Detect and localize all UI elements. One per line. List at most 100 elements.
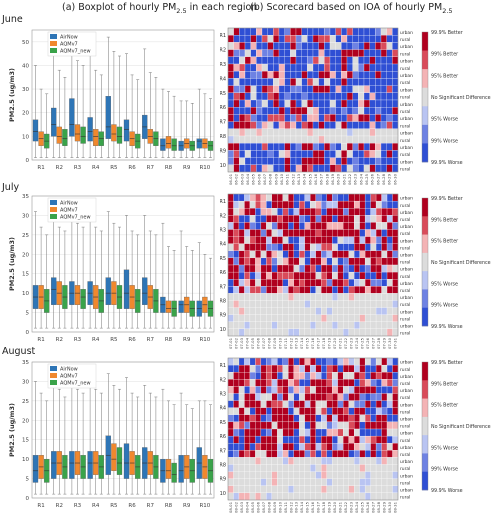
x-tick-label: R4 — [92, 337, 100, 343]
score-cell — [233, 164, 240, 173]
score-cell — [312, 42, 319, 50]
score-cell — [381, 193, 388, 202]
score-cell — [341, 150, 348, 158]
score-cell — [375, 400, 382, 408]
box-AirNow — [123, 443, 130, 479]
score-cell — [261, 114, 268, 122]
score-cell — [381, 372, 388, 380]
score-cell — [364, 215, 371, 223]
score-cell — [277, 372, 283, 380]
score-cell — [343, 457, 349, 465]
row-tag: rural — [400, 260, 410, 266]
row-tag: urban — [400, 309, 413, 315]
score-cell — [346, 99, 353, 108]
score-cell — [375, 143, 382, 151]
score-cell — [255, 222, 262, 230]
score-cell — [337, 393, 344, 401]
score-cell — [337, 364, 344, 373]
score-cell — [352, 35, 359, 43]
score-cell — [315, 407, 322, 415]
score-cell — [249, 471, 256, 479]
score-cell — [392, 435, 399, 444]
score-cell — [301, 56, 308, 65]
score-cell — [341, 78, 348, 86]
score-cell — [299, 222, 305, 230]
score-cell — [227, 49, 234, 57]
score-cell — [380, 27, 387, 36]
score-cell — [386, 164, 393, 173]
score-cell — [307, 78, 314, 86]
score-cell — [282, 393, 289, 401]
score-cell — [304, 421, 311, 430]
score-cell — [341, 128, 348, 137]
score-cell — [271, 379, 278, 387]
score-cell — [315, 357, 322, 366]
score-cell — [315, 307, 322, 315]
score-cell — [260, 492, 267, 501]
score-cell — [227, 63, 234, 72]
box-AQMv7_new — [116, 126, 123, 144]
score-cell — [354, 200, 360, 209]
score-cell — [261, 49, 268, 57]
score-cell — [332, 222, 338, 230]
score-cell — [375, 193, 382, 202]
score-cell — [255, 379, 262, 387]
score-cell — [307, 157, 314, 165]
box-AirNow — [87, 117, 93, 142]
score-cell — [233, 107, 240, 115]
score-cell — [364, 421, 371, 430]
score-cell — [375, 279, 382, 287]
score-cell — [284, 63, 291, 72]
x-tick-label: R6 — [128, 165, 136, 171]
score-cell — [392, 414, 399, 423]
score-cell — [255, 471, 262, 479]
score-cell — [380, 164, 387, 173]
score-cell — [227, 107, 234, 115]
score-cell — [348, 485, 355, 494]
score-cell — [352, 56, 359, 65]
score-cell — [266, 485, 272, 494]
score-cell — [288, 200, 294, 209]
score-cell — [238, 393, 245, 401]
score-cell — [299, 372, 305, 380]
score-cell — [260, 400, 267, 408]
date-tick-label: 08-18 — [321, 501, 326, 513]
score-cell — [315, 243, 322, 251]
colorbar-segment — [422, 143, 428, 163]
date-tick-label: 08-04 — [244, 501, 249, 513]
score-cell — [354, 328, 360, 337]
score-cell — [337, 208, 344, 216]
score-cell — [337, 450, 344, 458]
score-cell — [288, 450, 294, 458]
score-cell — [238, 200, 245, 209]
score-cell — [364, 428, 371, 437]
score-cell — [358, 63, 365, 72]
score-cell — [337, 407, 344, 415]
date-tick-label: 06-27 — [375, 173, 380, 185]
score-cell — [380, 143, 387, 151]
score-cell — [386, 200, 393, 209]
score-cell — [293, 400, 300, 408]
score-cell — [321, 478, 327, 486]
score-cell — [369, 42, 376, 50]
score-cell — [227, 27, 234, 36]
score-cell — [321, 372, 327, 380]
score-cell — [293, 328, 300, 337]
plot-frame — [31, 29, 215, 161]
score-cell — [370, 435, 377, 444]
x-tick-label: R9 — [183, 165, 191, 171]
score-cell — [266, 478, 272, 486]
box-AirNow — [32, 119, 39, 142]
score-cell — [369, 114, 376, 122]
box-AirNow — [178, 300, 184, 313]
score-cell — [354, 307, 360, 315]
score-cell — [227, 400, 234, 408]
score-cell — [307, 128, 314, 137]
score-cell — [293, 286, 300, 294]
y-tick-label: 15 — [22, 272, 29, 278]
score-cell — [392, 407, 399, 415]
region-label: R7 — [220, 448, 226, 454]
colorbar-segment — [422, 453, 428, 473]
score-cell — [277, 229, 283, 237]
score-cell — [282, 208, 289, 216]
